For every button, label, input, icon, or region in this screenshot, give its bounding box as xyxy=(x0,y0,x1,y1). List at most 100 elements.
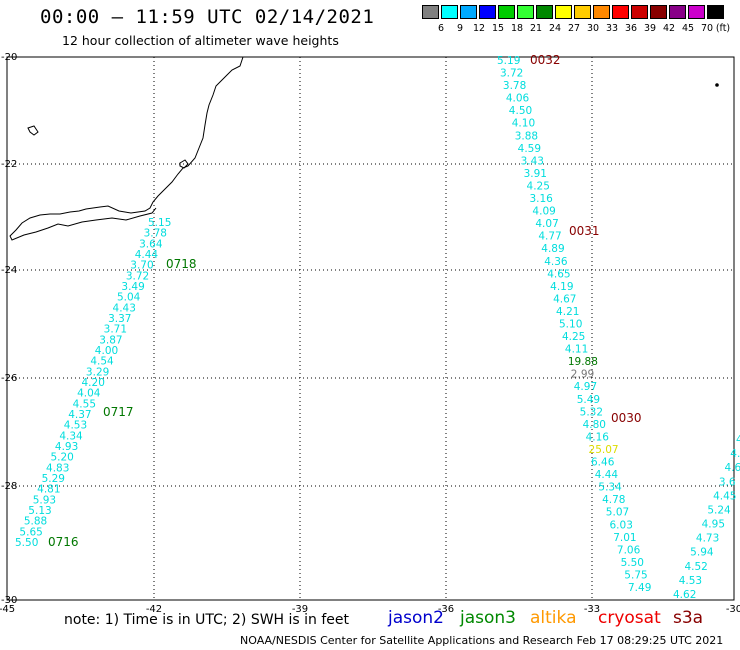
swh-label: 3.16 xyxy=(529,193,553,205)
swh-label: 2.99 xyxy=(571,369,594,381)
swh-label: 5.93 xyxy=(33,494,56,506)
swh-label: 4.09 xyxy=(532,206,555,218)
lat-tick-label: -28 xyxy=(1,481,17,492)
pass-time-label: 0716 xyxy=(48,535,79,549)
swh-label: 4.67 xyxy=(553,293,576,305)
color-swatch xyxy=(536,5,553,19)
pass-time-label: 0031 xyxy=(569,224,600,238)
track-labels: 5.153.783.644.443.703.723.495.044.433.37… xyxy=(15,53,740,601)
color-swatch-label: 9 xyxy=(456,23,464,34)
swh-label: 4.07 xyxy=(535,218,558,230)
swh-label: 5.34 xyxy=(598,482,622,494)
swh-label: 5.50 xyxy=(621,557,644,569)
swh-label: 7.49 xyxy=(628,582,651,594)
swh-label: 4.25 xyxy=(527,180,550,192)
lat-tick-label: -24 xyxy=(1,265,17,276)
color-swatch xyxy=(631,5,648,19)
swh-label: 5.94 xyxy=(690,547,714,559)
swh-label: 4.89 xyxy=(541,243,564,255)
swh-label: 3.91 xyxy=(524,168,547,180)
swh-label: 4.53 xyxy=(679,575,702,587)
legend-s3a: s3a xyxy=(673,608,704,628)
swh-label: 4.78 xyxy=(602,494,625,506)
swh-label: 5.04 xyxy=(117,292,141,304)
swh-label: 3.72 xyxy=(126,270,149,282)
swh-label: 5.49 xyxy=(577,394,600,406)
swh-label: 4.36 xyxy=(544,256,568,268)
color-swatch-label: 70 xyxy=(700,23,714,34)
swh-label: 4.62 xyxy=(673,589,696,601)
swh-label: 6.46 xyxy=(591,457,615,469)
swh-label: 5.07 xyxy=(606,507,629,519)
swh-label: 5.29 xyxy=(42,473,65,485)
swh-label: 5.32 xyxy=(580,406,603,418)
lat-tick-label: -30 xyxy=(1,595,17,606)
swh-label: 4.10 xyxy=(512,118,535,130)
swh-label: 3.37 xyxy=(108,313,131,325)
swh-label: 5.13 xyxy=(28,505,51,517)
color-swatch-label: 12 xyxy=(472,23,486,34)
island-dot xyxy=(715,83,719,87)
swh-label: 4. xyxy=(730,448,740,460)
swh-label: 4.93 xyxy=(55,441,78,453)
color-swatch xyxy=(460,5,477,19)
swh-label: 4.44 xyxy=(135,249,159,261)
swh-label: 4.19 xyxy=(550,281,573,293)
lat-tick-label: -20 xyxy=(1,52,17,63)
color-swatch xyxy=(707,5,724,19)
pass-time-label: 0718 xyxy=(166,257,197,271)
swh-label: 4.37 xyxy=(68,409,91,421)
page-title: 00:00 — 11:59 UTC 02/14/2021 xyxy=(40,6,375,28)
island xyxy=(27,125,39,136)
swh-label: 4.53 xyxy=(64,420,87,432)
swh-label: 5.15 xyxy=(148,217,171,229)
color-swatch-label: 27 xyxy=(567,23,581,34)
swh-label: 4.73 xyxy=(696,533,719,545)
swh-label: 4.6 xyxy=(725,462,740,474)
swh-label: 4.83 xyxy=(46,462,69,474)
lon-tick-label: -39 xyxy=(292,604,308,615)
swh-label: 3.78 xyxy=(503,80,526,92)
swh-label: 4.43 xyxy=(113,302,136,314)
swh-label: 4.20 xyxy=(82,377,105,389)
swh-label: 5.75 xyxy=(624,569,647,581)
swh-label: 4.04 xyxy=(77,388,101,400)
swh-label: 4.95 xyxy=(702,519,725,531)
color-swatch xyxy=(593,5,610,19)
swh-label: 4.21 xyxy=(556,306,579,318)
swh-label: 3.70 xyxy=(130,260,153,272)
pass-time-label: 0032 xyxy=(530,53,561,67)
swh-label: 4.45 xyxy=(713,490,736,502)
color-swatch-label: 30 xyxy=(586,23,600,34)
swh-label: 5.10 xyxy=(559,319,582,331)
color-swatch xyxy=(574,5,591,19)
pass-time-label: 0030 xyxy=(611,411,642,425)
swh-label: 3.87 xyxy=(99,334,122,346)
swh-label: 3.43 xyxy=(521,155,544,167)
color-swatch xyxy=(498,5,515,19)
swh-label: 7.06 xyxy=(617,544,641,556)
swh-label: 4.06 xyxy=(506,93,530,105)
lat-tick-label: -26 xyxy=(1,373,17,384)
swh-label: 3.49 xyxy=(121,281,144,293)
color-swatch xyxy=(669,5,686,19)
swh-label: 4.97 xyxy=(574,381,597,393)
swh-label: 3.88 xyxy=(515,130,538,142)
swh-label: 4.16 xyxy=(586,431,610,443)
color-swatch xyxy=(650,5,667,19)
swh-label: 5.88 xyxy=(24,516,47,528)
swh-label: 3.72 xyxy=(500,68,523,80)
color-swatch-label: 21 xyxy=(529,23,543,34)
color-scale-unit: (ft) xyxy=(715,23,731,34)
color-swatch-label: 39 xyxy=(643,23,657,34)
lon-tick-label: -30 xyxy=(726,604,740,615)
page-subtitle: 12 hour collection of altimeter wave hei… xyxy=(62,33,339,48)
swh-label: 5.24 xyxy=(707,504,731,516)
axis-ticks: -45 -42 -39 -36 -33 -30 -20 -22 -24 -26 -28 -30 xyxy=(0,52,740,615)
lon-tick-label: -42 xyxy=(146,604,162,615)
color-swatch xyxy=(688,5,705,19)
swh-label: 4.00 xyxy=(95,345,118,357)
color-swatch xyxy=(422,5,439,19)
swh-label: 4.25 xyxy=(562,331,585,343)
